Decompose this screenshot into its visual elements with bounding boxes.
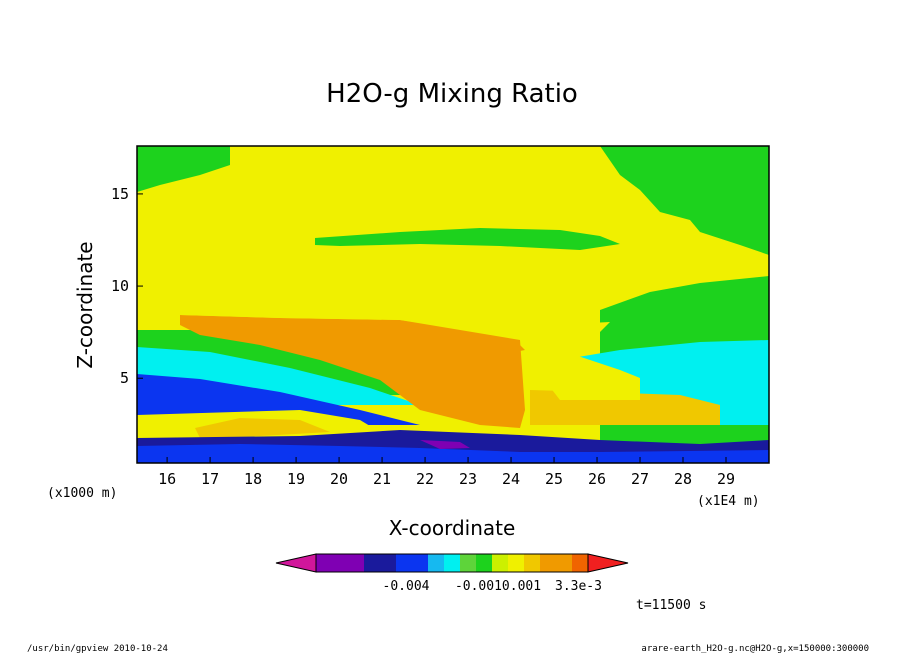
time-label: t=11500 s: [636, 598, 706, 613]
colorbar-swatch: [316, 554, 333, 572]
colorbar-frame: [315, 553, 589, 573]
band-yellow-anvil: [152, 312, 610, 340]
y-axis-label: Z-coordinate: [73, 241, 97, 368]
band-purple-core: [420, 440, 470, 449]
colorbar-swatch: [412, 554, 429, 572]
x-tick-label: 19: [287, 470, 305, 488]
y-tick-label: 5: [120, 369, 129, 387]
colorbar-swatch: [492, 554, 509, 572]
chart-title: H2O-g Mixing Ratio: [326, 79, 578, 109]
x-tick-label: 18: [244, 470, 262, 488]
x-tick-labels: 16 17 18 19 20 21 22 23 24 25 26 27 28 29: [158, 470, 735, 488]
band-yellow-right: [525, 350, 640, 400]
colorbar-swatch: [572, 554, 589, 572]
colorbar-swatch: [396, 554, 413, 572]
colorbar-under-arrow: [275, 553, 317, 573]
x-unit-right: (x1E4 m): [697, 494, 760, 509]
footer-right: arare-earth_H2O-g.nc@H2O-g,x=150000:3000…: [641, 644, 869, 654]
band-green-mid: [315, 228, 620, 250]
x-tick-label: 29: [717, 470, 735, 488]
x-axis-label: X-coordinate: [389, 516, 516, 540]
colorbar-swatch: [348, 554, 365, 572]
x-tick-label: 16: [158, 470, 176, 488]
colorbar-swatch: [508, 554, 525, 572]
x-tick-label: 27: [631, 470, 649, 488]
y-tick-labels: 5 10 15: [111, 185, 129, 387]
colorbar-swatch: [380, 554, 397, 572]
x-tick-label: 28: [674, 470, 692, 488]
contour-plot: [137, 146, 769, 463]
colorbar-swatch: [332, 554, 349, 572]
band-orange-anvil: [185, 323, 525, 355]
x-tick-label: 25: [545, 470, 563, 488]
colorbar-label: 3.3e-3: [555, 579, 602, 594]
x-tick-label: 22: [416, 470, 434, 488]
band-blue-left: [137, 374, 420, 425]
colorbar-swatch: [476, 554, 493, 572]
colorbar-swatch: [524, 554, 541, 572]
x-tick-marks: [166, 457, 727, 463]
colorbar-swatch: [428, 554, 445, 572]
band-blue-bottom: [137, 444, 769, 463]
x-tick-label: 24: [502, 470, 520, 488]
band-green-top: [137, 146, 230, 192]
colorbar-swatch: [444, 554, 461, 572]
colorbar-label: -0.004: [383, 579, 430, 594]
band-gold-lower: [195, 418, 330, 438]
x-tick-label: 26: [588, 470, 606, 488]
y-tick-marks: [137, 193, 143, 379]
footer-left: /usr/bin/gpview 2010-10-24: [27, 644, 168, 654]
x-tick-label: 20: [330, 470, 348, 488]
x-tick-label: 17: [201, 470, 219, 488]
colorbar-swatch: [556, 554, 573, 572]
x-tick-label: 23: [459, 470, 477, 488]
colorbar-swatch: [364, 554, 381, 572]
plot-frame: [136, 145, 770, 464]
x-tick-label: 21: [373, 470, 391, 488]
x-unit-left: (x1000 m): [47, 486, 117, 501]
colorbar-labels: -0.004 -0.0010.001 3.3e-3: [383, 579, 602, 594]
colorbar-label: -0.0010.001: [455, 579, 541, 594]
colorbar-over-arrow: [587, 553, 629, 573]
y-tick-label: 10: [111, 277, 129, 295]
colorbar: [275, 553, 629, 573]
colorbar-swatch: [540, 554, 557, 572]
colorbar-swatch: [460, 554, 477, 572]
y-tick-label: 15: [111, 185, 129, 203]
band-green-topright: [600, 146, 769, 255]
